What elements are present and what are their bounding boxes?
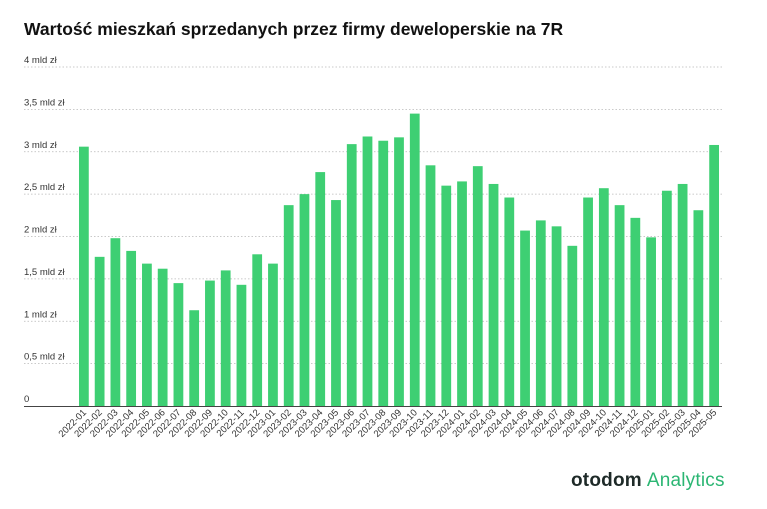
bar xyxy=(268,263,278,406)
brand-suffix: Analytics xyxy=(646,470,725,491)
bar xyxy=(110,238,121,406)
y-tick-label: 2,5 mld zł xyxy=(24,182,66,193)
bar xyxy=(661,190,672,406)
bar xyxy=(126,250,137,406)
brand-logo: otodom Analytics xyxy=(571,470,725,492)
bar xyxy=(425,165,436,406)
y-tick-label: 0,5 mld zł xyxy=(24,352,66,363)
bar xyxy=(94,256,105,406)
bar xyxy=(409,113,420,407)
y-tick-label: 1,5 mld zł xyxy=(24,267,66,278)
y-tick-label: 3 mld zł xyxy=(24,140,58,151)
brand-name: otodom xyxy=(571,470,642,491)
bar xyxy=(472,166,483,406)
bars xyxy=(78,113,720,407)
bar xyxy=(394,137,404,406)
bar xyxy=(598,188,609,406)
bar xyxy=(583,197,593,406)
bar xyxy=(567,245,578,406)
bar xyxy=(677,183,688,406)
bar xyxy=(520,230,530,406)
bar xyxy=(252,254,263,406)
bar xyxy=(331,200,341,406)
bar xyxy=(378,140,389,407)
y-tick-label: 4 mld zł xyxy=(24,55,58,66)
bar xyxy=(630,217,641,406)
bar xyxy=(551,226,562,406)
bar xyxy=(646,237,656,406)
bar xyxy=(78,146,89,407)
bar xyxy=(173,283,184,406)
bar xyxy=(504,197,515,406)
y-axis-labels: 0 0,5 mld zł 1 mld zł 1,5 mld zł 2 mld zł 2,5… xyxy=(24,55,66,405)
bar xyxy=(709,144,720,406)
bar xyxy=(236,284,247,406)
bar xyxy=(205,280,215,406)
y-tick-label: 0 xyxy=(24,394,29,405)
bar xyxy=(157,268,168,406)
bar xyxy=(346,144,357,406)
bar xyxy=(693,210,704,406)
bar xyxy=(142,263,152,406)
bar xyxy=(362,136,373,406)
bar xyxy=(488,183,499,406)
bar xyxy=(283,205,294,406)
bar xyxy=(315,172,326,406)
bar xyxy=(535,220,546,406)
y-tick-label: 3,5 mld zł xyxy=(24,97,66,108)
bar xyxy=(189,310,200,406)
page-title: Wartość mieszkań sprzedanych przez firmy… xyxy=(24,19,564,39)
y-tick-label: 1 mld zł xyxy=(24,309,58,320)
bar xyxy=(220,270,231,406)
bar xyxy=(441,185,452,406)
bar xyxy=(614,205,625,406)
x-axis-labels: 2022-012022-022022-032022-042022-052022-… xyxy=(57,407,720,439)
bar xyxy=(457,181,467,406)
y-tick-label: 2 mld zł xyxy=(24,225,58,236)
bar xyxy=(299,194,310,406)
